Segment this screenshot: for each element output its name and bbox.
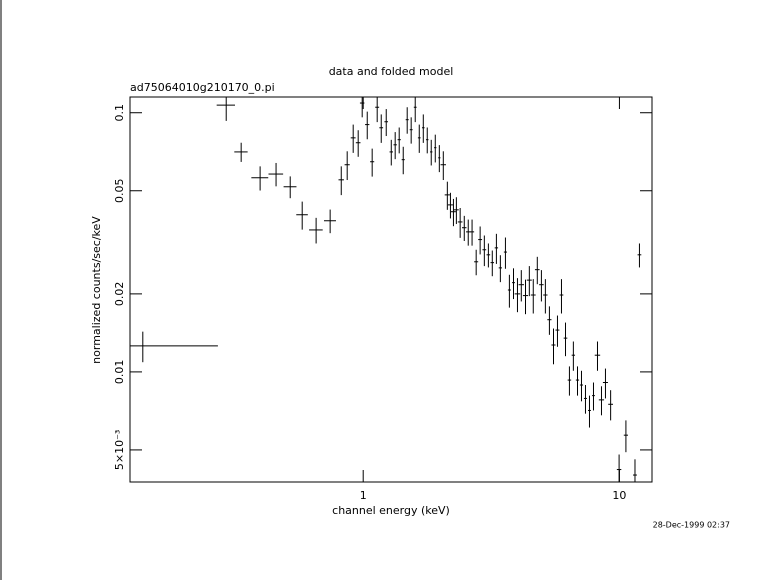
x-tick-label: 10 [612,489,626,502]
y-axis-label: normalized counts/sec/keV [90,216,103,364]
y-tick-label: 0.1 [113,104,126,122]
y-tick-label: 0.01 [113,360,126,385]
plot-frame [129,96,653,483]
data-layer [130,97,642,482]
y-tick-label: 0.02 [113,282,126,307]
y-tick-label: 0.05 [113,178,126,203]
x-axis-label: channel energy (keV) [332,504,450,517]
timestamp: 28-Dec-1999 02:37 [653,521,730,530]
chart-subtitle: ad75064010g210170_0.pi [130,81,275,94]
x-tick-label: 1 [360,489,367,502]
chart-title: data and folded model [329,65,454,78]
y-tick-label: 5×10⁻³ [113,430,126,470]
